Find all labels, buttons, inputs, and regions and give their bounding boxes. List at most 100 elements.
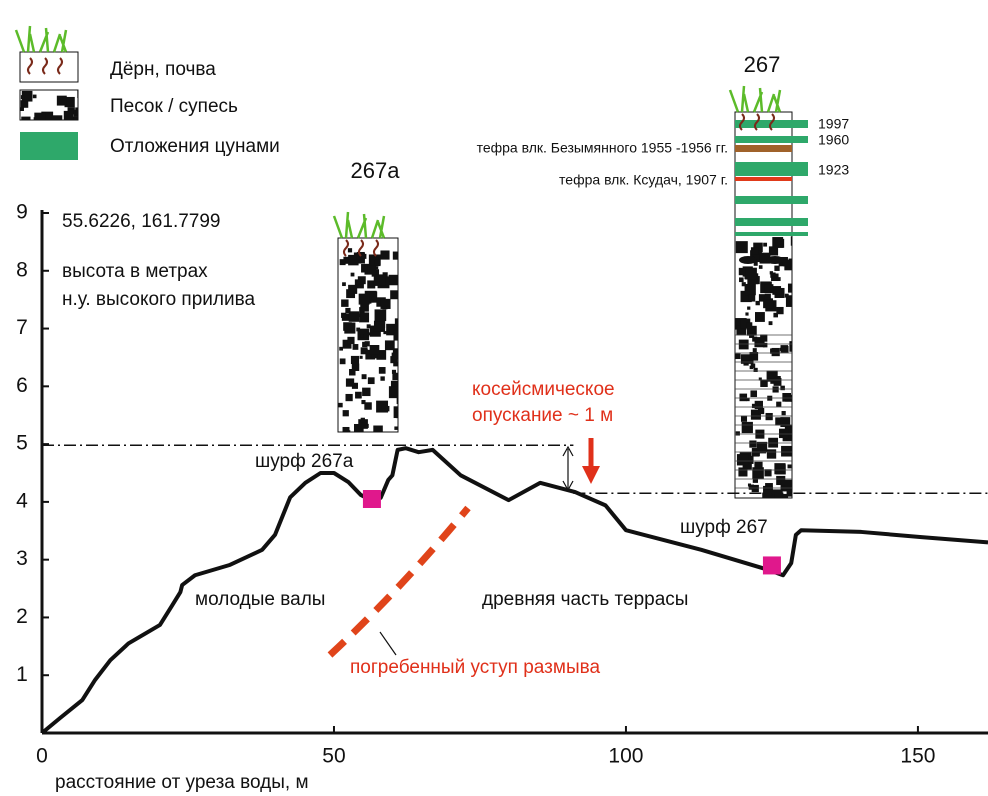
subsidence-label: косейсмическое	[472, 379, 615, 400]
sand-grain	[343, 427, 350, 434]
sand-grain	[347, 337, 354, 344]
y-axis-label: высота в метрах	[62, 261, 208, 282]
scarp-label: погребенный уступ размыва	[350, 657, 600, 678]
sand-grain	[362, 342, 367, 347]
sand-grain	[385, 340, 395, 350]
sand-grain	[759, 265, 763, 269]
sand-grain	[346, 394, 353, 401]
x-tick-label: 150	[900, 745, 935, 768]
sand-grain	[788, 464, 792, 468]
sand-grain	[360, 334, 363, 337]
tephra-label: тефра влк. Безымянного 1955 -1956 гг.	[477, 140, 728, 156]
x-tick-label: 0	[36, 745, 48, 768]
pebble	[766, 256, 784, 264]
red-arrow-head	[582, 466, 600, 484]
sand-grain	[358, 276, 366, 284]
sand-grain	[779, 429, 788, 438]
sand-grain	[752, 404, 756, 408]
sand-grain	[741, 416, 747, 422]
sand-grain	[344, 323, 355, 334]
illustrations	[16, 26, 808, 655]
sand-grain	[375, 309, 387, 321]
y-tick-label: 2	[16, 605, 28, 628]
column-label: 267а	[351, 158, 401, 183]
sand-grain	[353, 344, 359, 350]
sand-grain	[753, 478, 758, 483]
sand-grain	[340, 259, 346, 265]
sand-grain	[394, 426, 397, 429]
sand-grain	[749, 440, 756, 447]
figure: 123456789050100150расстояние от уреза во…	[0, 0, 988, 796]
sand-grain	[362, 374, 367, 379]
sand-grain	[780, 386, 785, 391]
sand-grain	[755, 312, 765, 322]
sand-grain	[340, 358, 346, 364]
sand-grain	[370, 345, 380, 355]
sand-grain	[392, 353, 399, 360]
y-tick-label: 4	[16, 489, 28, 512]
sand-grain	[736, 241, 748, 253]
sand-grain	[776, 476, 785, 485]
sand-grain	[748, 294, 755, 301]
sand-grain	[747, 307, 750, 310]
sand-grain	[51, 115, 62, 126]
y-tick-label: 7	[16, 316, 28, 339]
sand-grain	[389, 275, 399, 285]
sand-grain	[21, 117, 30, 126]
sand-grain	[345, 308, 350, 313]
coordinates: 55.6226, 161.7799	[62, 211, 221, 232]
sand-grain	[776, 307, 783, 314]
sand-grain	[785, 294, 789, 298]
sand-grain	[392, 373, 399, 380]
sand-grain	[774, 266, 779, 271]
sand-grain	[773, 386, 779, 392]
sand-grain	[739, 277, 744, 282]
sand-grain	[356, 393, 361, 398]
sand-grain	[782, 411, 786, 415]
sand-grain	[745, 268, 757, 280]
sand-grain	[374, 321, 385, 332]
sand-grain	[33, 95, 37, 99]
sand-grain	[745, 312, 748, 315]
sand-grain	[360, 356, 363, 359]
sand-grain	[769, 321, 773, 325]
tephra-label: тефра влк. Ксудач, 1907 г.	[559, 172, 728, 188]
y-axis-label: н.у. высокого прилива	[62, 289, 255, 310]
sand-grain	[20, 107, 24, 111]
buried-scarp	[330, 508, 468, 655]
sand-grain	[753, 348, 757, 352]
column-label: 267	[744, 52, 781, 77]
sand-grain	[783, 260, 790, 267]
subsidence-label: опускание ~ 1 м	[472, 405, 613, 426]
sand-grain	[396, 409, 405, 418]
sand-grain	[776, 464, 786, 474]
y-tick-label: 8	[16, 258, 28, 281]
sand-grain	[75, 107, 82, 114]
sand-grain	[766, 413, 773, 420]
sand-grain	[361, 418, 365, 422]
sand-grain	[346, 378, 354, 386]
sand-grain	[739, 340, 749, 350]
sand-grain	[367, 332, 370, 335]
sand-grain	[781, 446, 792, 457]
sand-grain	[763, 343, 768, 348]
sand-grain	[367, 265, 376, 274]
sand-grain	[751, 247, 758, 254]
sand-grain	[757, 442, 767, 452]
sand-grain	[34, 113, 45, 124]
sand-grain	[380, 299, 390, 309]
sand-grain	[375, 260, 381, 266]
sand-grain	[754, 462, 762, 470]
sand-grain	[758, 408, 764, 414]
sand-grain	[751, 363, 756, 368]
sand-grain	[765, 294, 771, 300]
sand-grain	[379, 367, 386, 374]
sand-grain	[351, 356, 359, 364]
sand-grain	[746, 322, 752, 328]
sand-grain	[772, 348, 780, 356]
sand-grain	[343, 410, 349, 416]
pit-marker	[763, 556, 781, 574]
sand-grain	[341, 299, 348, 306]
sand-grain	[54, 120, 59, 125]
sand-grain	[342, 282, 346, 286]
